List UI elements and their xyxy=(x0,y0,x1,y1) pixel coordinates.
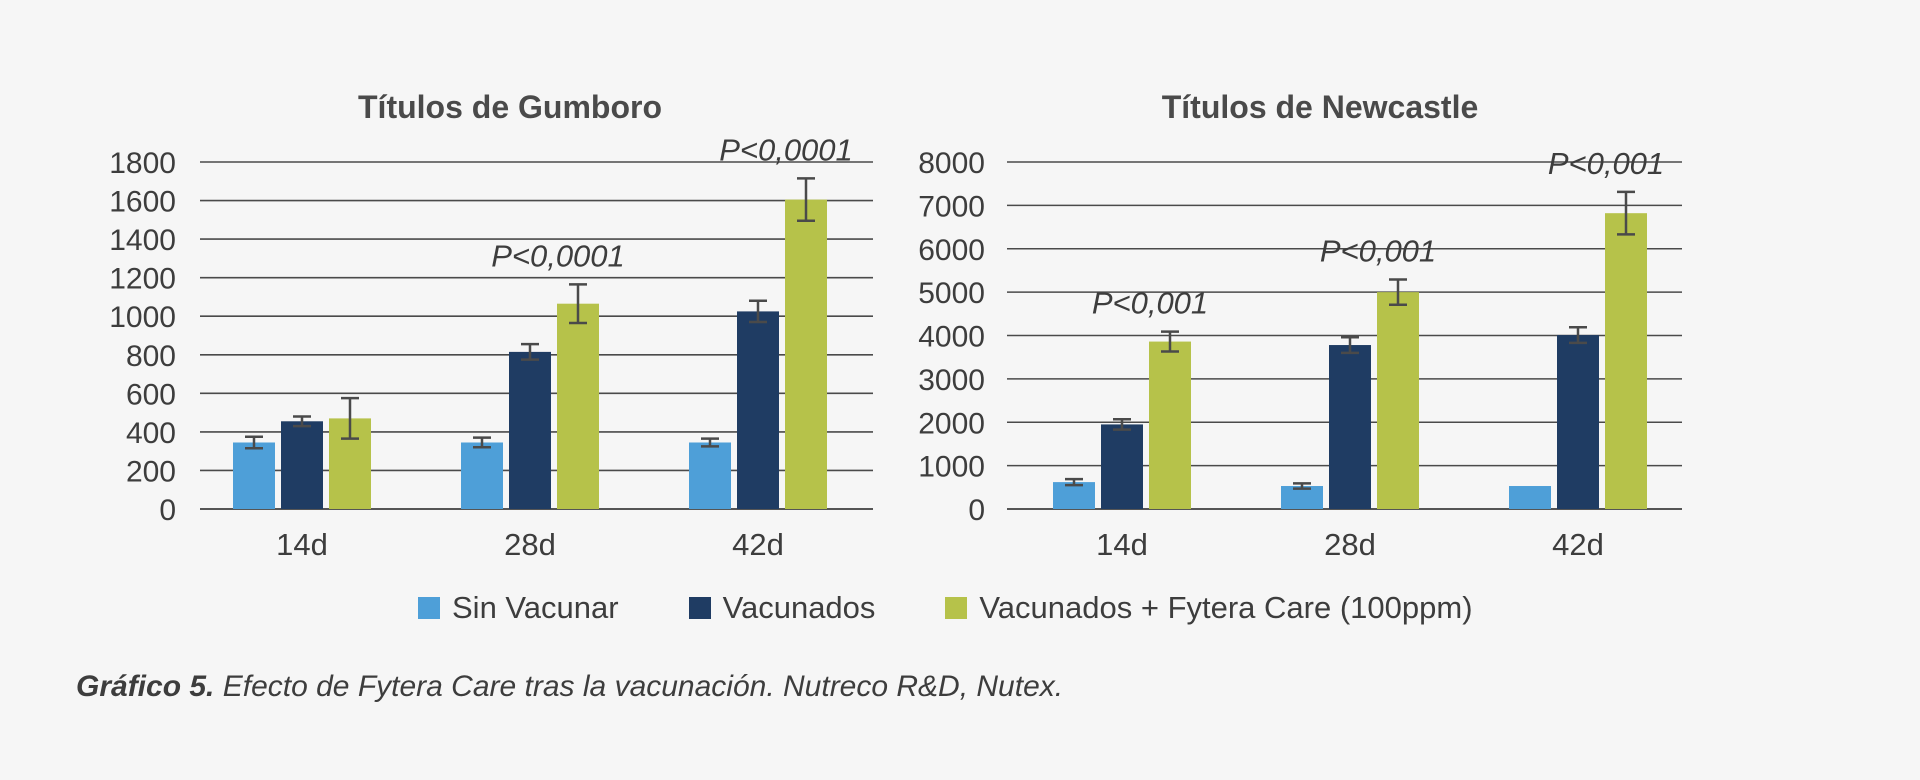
legend-item-vacunados-fytera: Vacunados + Fytera Care (100ppm) xyxy=(945,590,1473,626)
y-tick-label: 400 xyxy=(126,417,176,450)
bar xyxy=(1557,335,1599,509)
figure-caption: Gráfico 5. Efecto de Fytera Care tras la… xyxy=(76,670,1063,704)
legend: Sin Vacunar Vacunados Vacunados + Fytera… xyxy=(418,590,1543,626)
legend-label: Sin Vacunar xyxy=(452,590,619,625)
bar xyxy=(1377,292,1419,509)
y-tick-label: 800 xyxy=(126,340,176,373)
y-tick-label: 0 xyxy=(159,494,176,527)
chart-title: Títulos de Gumboro xyxy=(358,89,662,125)
legend-item-sin-vacunar: Sin Vacunar xyxy=(418,590,619,626)
y-tick-label: 3000 xyxy=(918,364,985,397)
bar xyxy=(1101,424,1143,509)
x-tick-label: 28d xyxy=(504,527,556,562)
bar xyxy=(1281,486,1323,509)
caption-text: Efecto de Fytera Care tras la vacunación… xyxy=(222,670,1064,703)
y-tick-label: 7000 xyxy=(918,190,985,223)
y-tick-label: 200 xyxy=(126,455,176,488)
y-tick-label: 0 xyxy=(968,494,985,527)
bar xyxy=(1053,482,1095,509)
y-tick-label: 8000 xyxy=(918,147,985,180)
y-tick-label: 4000 xyxy=(918,321,985,354)
y-tick-label: 1400 xyxy=(109,224,176,257)
y-tick-label: 1200 xyxy=(109,263,176,296)
bar xyxy=(557,303,599,509)
legend-swatch xyxy=(945,597,968,619)
x-tick-label: 28d xyxy=(1324,527,1376,562)
legend-label: Vacunados xyxy=(722,590,876,625)
significance-label: P<0,0001 xyxy=(491,238,625,273)
significance-label: P<0,001 xyxy=(1092,286,1208,321)
bar xyxy=(233,442,275,509)
y-tick-label: 1800 xyxy=(109,147,176,180)
x-tick-label: 42d xyxy=(732,527,784,562)
bar xyxy=(737,311,779,509)
y-tick-label: 1000 xyxy=(109,301,176,334)
bar xyxy=(281,421,323,509)
bar xyxy=(509,351,551,509)
x-tick-label: 42d xyxy=(1552,527,1604,562)
caption-prefix: Gráfico 5. xyxy=(76,670,215,703)
bar xyxy=(1329,345,1371,509)
significance-label: P<0,001 xyxy=(1548,146,1664,181)
bar xyxy=(1605,213,1647,509)
y-tick-label: 1000 xyxy=(918,451,985,484)
bar xyxy=(461,442,503,509)
y-tick-label: 600 xyxy=(126,378,176,411)
chart-title: Títulos de Newcastle xyxy=(1162,89,1479,125)
bar xyxy=(1509,486,1551,509)
legend-label: Vacunados + Fytera Care (100ppm) xyxy=(979,590,1473,625)
bar xyxy=(1149,341,1191,509)
x-tick-label: 14d xyxy=(276,527,328,562)
x-tick-label: 14d xyxy=(1096,527,1148,562)
bar xyxy=(785,199,827,509)
legend-swatch xyxy=(418,597,440,619)
bar xyxy=(689,442,731,509)
y-tick-label: 6000 xyxy=(918,234,985,267)
y-tick-label: 5000 xyxy=(918,277,985,310)
charts-area: Títulos de Gumboro 0 200 400 600 800 1000 1200 1… xyxy=(109,89,1682,562)
legend-swatch xyxy=(688,597,711,619)
y-tick-label: 1600 xyxy=(109,186,176,219)
y-tick-label: 2000 xyxy=(918,407,985,440)
significance-label: P<0,001 xyxy=(1320,234,1436,269)
significance-label: P<0,0001 xyxy=(719,132,853,167)
legend-item-vacunados: Vacunados xyxy=(688,590,876,626)
